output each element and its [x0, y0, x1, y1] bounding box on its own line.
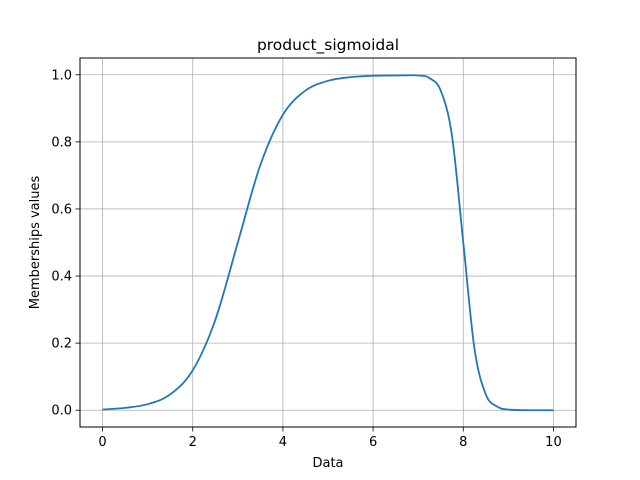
grid — [80, 58, 576, 427]
x-tick-label: 6 — [369, 435, 377, 450]
y-tick-label: 0.0 — [51, 404, 72, 419]
x-axis-label: Data — [312, 456, 343, 471]
series-layer — [102, 74, 554, 412]
y-tick-label: 0.6 — [51, 202, 72, 217]
x-tick-label: 4 — [279, 435, 287, 450]
x-tick-label: 10 — [545, 435, 562, 450]
x-tick-label: 0 — [98, 435, 106, 450]
y-tick-label: 0.4 — [51, 270, 72, 285]
y-tick-label: 1.0 — [51, 68, 72, 83]
y-tick-label: 0.2 — [51, 337, 72, 352]
y-tick-label: 0.8 — [51, 135, 72, 150]
chart-title: product_sigmoidal — [257, 36, 399, 55]
y-axis-label: Memberships values — [28, 176, 43, 310]
x-tick-label: 2 — [189, 435, 197, 450]
x-tick-label: 8 — [459, 435, 467, 450]
plot-frame — [79, 57, 577, 428]
series-line — [102, 74, 554, 412]
ticks: 0 2 4 6 8 10 0.0 0.2 0.4 0.6 0.8 1.0 — [51, 68, 561, 450]
